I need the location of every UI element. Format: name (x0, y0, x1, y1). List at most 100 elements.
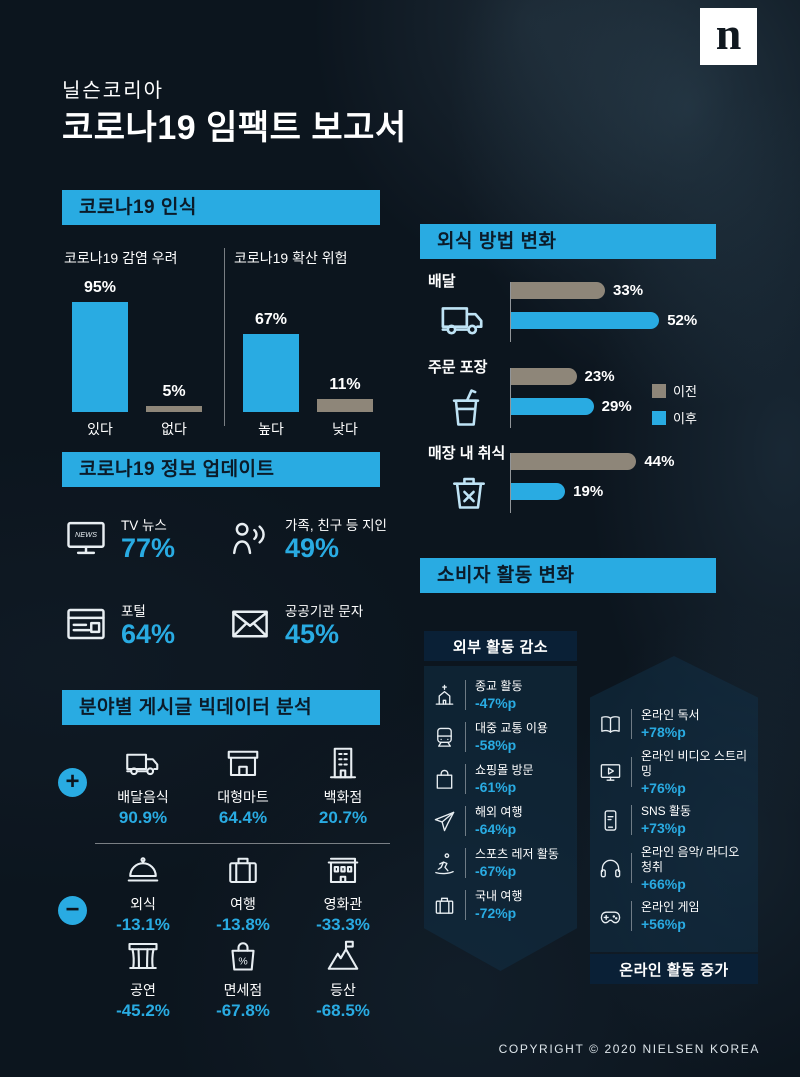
bar-value: 33% (613, 282, 644, 299)
duty-free-icon: % (224, 938, 262, 974)
mountain-icon (324, 938, 362, 974)
church-icon (433, 684, 456, 707)
bar-after (511, 312, 660, 329)
decrease-panel: 종교 활동 -47%p 대중 교통 이용 -58%p 쇼핑몰 방문 -61%p … (424, 666, 577, 971)
bigdata-item: 등산 -68.5% (298, 938, 388, 1021)
bigdata-label: 대형마트 (217, 789, 269, 805)
activity-item: 해외 여행 -64%p (424, 800, 577, 842)
bar-value: 5% (162, 383, 186, 401)
activity-value: -58%p (475, 737, 517, 753)
activity-label: 해외 여행 (475, 805, 523, 819)
activity-value: +66%p (641, 875, 686, 892)
activity-value: -67%p (475, 863, 517, 879)
increase-panel: 온라인 독서 +78%p 온라인 비디오 스트리밍 +76%p SNS 활동 +… (590, 656, 758, 952)
legend-label: 이전 (673, 384, 697, 399)
bar-before (511, 282, 606, 299)
activity-value: +76%p (641, 779, 686, 796)
bar (317, 399, 373, 412)
activity-label: 스포츠 레저 활동 (475, 847, 559, 861)
nielsen-logo: n (700, 8, 757, 65)
activity-label: 온라인 음악/ 라디오 청취 (641, 844, 740, 874)
bar-column: 11% (317, 268, 373, 412)
suitcase-icon (433, 894, 456, 917)
bigdata-value: -68.5% (316, 1001, 370, 1020)
video-icon (599, 761, 622, 784)
activity-item: 종교 활동 -47%p (424, 674, 577, 716)
bar-value: 23% (584, 368, 615, 385)
cinema-icon (324, 852, 362, 888)
section-header-info-update: 코로나19 정보 업데이트 (62, 452, 380, 487)
bigdata-value: -13.1% (116, 915, 170, 934)
envelope-icon (226, 603, 274, 645)
bigdata-value: -67.8% (216, 1001, 270, 1020)
activity-item: 온라인 음악/ 라디오 청취 +66%p (590, 844, 758, 892)
delivery-truck-icon (432, 296, 494, 342)
info-item: 포털 64% (62, 600, 222, 649)
section-header-perception: 코로나19 인식 (62, 190, 380, 225)
bigdata-value: 90.9% (118, 808, 168, 827)
bigdata-label: 백화점 (323, 789, 363, 805)
bigdata-label: 배달음식 (117, 789, 169, 805)
delivery-truck-icon (124, 745, 162, 781)
browser-icon (62, 603, 110, 645)
bigdata-label: 외식 (130, 896, 156, 912)
chart-title: 코로나19 확산 위험 (234, 250, 348, 266)
info-value: 77% (121, 533, 176, 563)
bar-column: 67% (243, 268, 299, 412)
info-label: 포털 (121, 604, 146, 619)
bigdata-value: -33.3% (316, 915, 370, 934)
bigdata-label: 여행 (230, 896, 256, 912)
bar (146, 406, 202, 412)
bar-label: 있다 (87, 421, 113, 437)
activity-label: 종교 활동 (475, 679, 523, 693)
activity-label: 온라인 독서 (641, 708, 700, 722)
bigdata-label: 등산 (330, 982, 356, 998)
bar-after (511, 483, 566, 500)
activity-item: 온라인 독서 +78%p (590, 700, 758, 748)
bigdata-value: -45.2% (116, 1001, 170, 1020)
activity-item: 대중 교통 이용 -58%p (424, 716, 577, 758)
section-header-consumer: 소비자 활동 변화 (420, 558, 716, 593)
legend-swatch-before (652, 383, 666, 398)
person-talking-icon (226, 517, 274, 559)
activity-item: 국내 여행 -72%p (424, 884, 577, 926)
legend-swatch-after (652, 410, 666, 425)
bigdata-item: 외식 -13.1% (98, 852, 188, 935)
bigdata-divider (95, 843, 390, 844)
chart-title: 코로나19 감염 우려 (64, 250, 178, 266)
activity-label: SNS 활동 (641, 804, 692, 818)
music-icon (599, 857, 622, 880)
shopping-bag-icon (433, 768, 456, 791)
bar-value: 19% (573, 483, 604, 500)
bigdata-value: -13.8% (216, 915, 270, 934)
bar-before (511, 368, 577, 385)
activity-item: 쇼핑몰 방문 -61%p (424, 758, 577, 800)
bar-column: 95% (72, 268, 128, 412)
info-label: 가족, 친구 등 지인 (285, 518, 387, 533)
bigdata-item: % 면세점 -67.8% (198, 938, 288, 1021)
info-label: 공공기관 문자 (285, 604, 364, 619)
legend: 이전 이후 (652, 381, 697, 435)
activity-value: +56%p (641, 916, 686, 932)
chart-divider (224, 248, 225, 426)
activity-value: -64%p (475, 821, 517, 837)
takeout-cup-icon (444, 382, 488, 434)
bigdata-value: 64.4% (218, 808, 268, 827)
bar (243, 334, 299, 412)
activity-value: -47%p (475, 695, 517, 711)
bar-label: 없다 (161, 421, 187, 437)
info-item: NEWS TV 뉴스 77% (62, 514, 222, 563)
activity-label: 쇼핑몰 방문 (475, 763, 534, 777)
bar-value: 29% (601, 398, 632, 415)
bigdata-item: 공연 -45.2% (98, 938, 188, 1021)
bigdata-item: 여행 -13.8% (198, 852, 288, 935)
increase-title-box: 온라인 활동 증가 (590, 954, 758, 984)
bar-value: 95% (83, 278, 117, 296)
dining-bars: 23% 29% (510, 368, 632, 428)
copyright-text: COPYRIGHT © 2020 NIELSEN KOREA (498, 1042, 760, 1056)
brand-name: 닐슨코리아 (62, 80, 164, 102)
airplane-icon (433, 810, 456, 833)
sns-icon (599, 809, 622, 832)
activity-label: 국내 여행 (475, 889, 523, 903)
